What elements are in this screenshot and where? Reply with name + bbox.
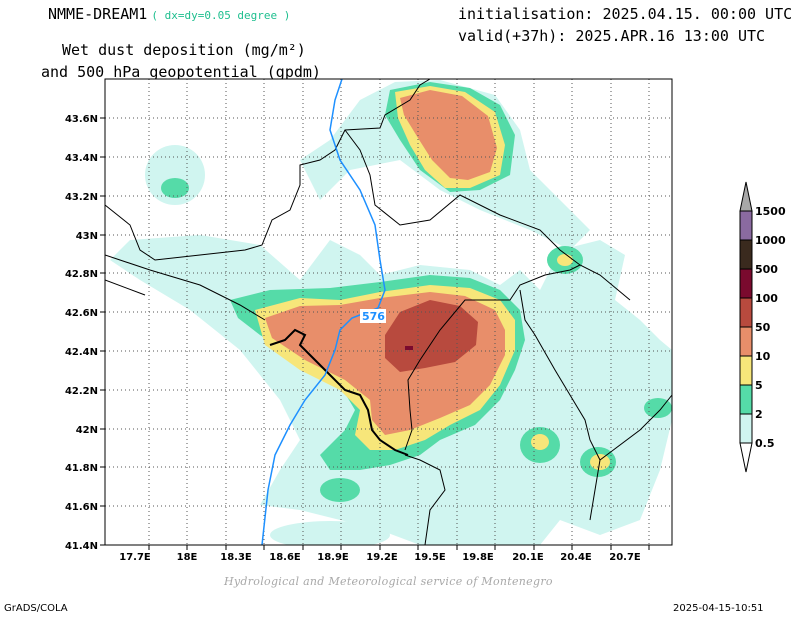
lat-tick: 43.6N [65,114,98,125]
lat-tick: 43.4N [65,153,98,164]
lon-tick: 18.3E [220,552,252,563]
resolution-label: ( dx=dy=0.05 degree ) [151,9,291,22]
model-name: NMME-DREAM1( dx=dy=0.05 degree ) [48,5,290,23]
legend-swatch [739,384,753,415]
lat-tick: 42.8N [65,269,98,280]
legend-label: 1000 [755,234,786,247]
legend-label: 0.5 [755,437,775,450]
lat-tick: 41.4N [65,541,98,552]
model-label: NMME-DREAM1 [48,5,148,23]
lon-tick: 18.6E [269,552,301,563]
footer-software: GrADS/COLA [4,603,68,614]
lat-tick: 41.6N [65,502,98,513]
legend-label: 1500 [755,205,786,218]
lon-tick: 20.7E [609,552,641,563]
legend-arrow-low [739,442,753,473]
lat-tick: 42N [76,425,98,436]
legend-label: 2 [755,408,763,421]
lat-lon-grid [105,79,672,545]
lon-tick: 20.4E [560,552,592,563]
legend-label: 10 [755,350,771,363]
legend-label: 100 [755,292,778,305]
lon-tick: 20.1E [512,552,544,563]
color-legend: 0.5 2 5 10 50 100 500 1000 1500 [739,181,786,473]
legend-label: 5 [755,379,763,392]
map-title-line2: and 500 hPa geopotential (gpdm) [41,63,321,81]
lon-tick: 19.5E [414,552,446,563]
credit-text: Hydrological and Meteorological service … [224,575,553,588]
lat-tick: 42.6N [65,308,98,319]
footer-timestamp: 2025-04-15-10:51 [673,603,764,614]
contour-label-box [360,309,386,323]
lon-tick: 19.2E [366,552,398,563]
country-borders [105,79,672,545]
legend-swatch [739,355,753,386]
lat-tick: 42.4N [65,347,98,358]
legend-label: 50 [755,321,771,334]
legend-swatch [739,268,753,299]
valid-time: valid(+37h): 2025.APR.16 13:00 UTC [458,27,766,45]
legend-swatch [739,413,753,444]
legend-swatch [739,239,753,270]
lat-tick: 41.8N [65,463,98,474]
legend-arrow-high [739,181,753,212]
lat-tick: 43N [76,231,98,242]
legend-label: 500 [755,263,778,276]
legend-swatch [739,297,753,328]
lon-tick: 18E [177,552,198,563]
lon-tick: 19.8E [462,552,494,563]
legend-swatch [739,326,753,357]
lat-tick: 42.2N [65,386,98,397]
init-time: initialisation: 2025.04.15. 00:00 UTC [458,5,793,23]
contour-label-576: 576 [362,310,385,323]
map-title-line1: Wet dust deposition (mg/m²) [62,41,306,59]
lat-tick: 43.2N [65,192,98,203]
legend-swatch [739,210,753,241]
lon-tick: 17.7E [119,552,151,563]
lon-tick: 18.9E [317,552,349,563]
deposition-field [110,80,672,545]
